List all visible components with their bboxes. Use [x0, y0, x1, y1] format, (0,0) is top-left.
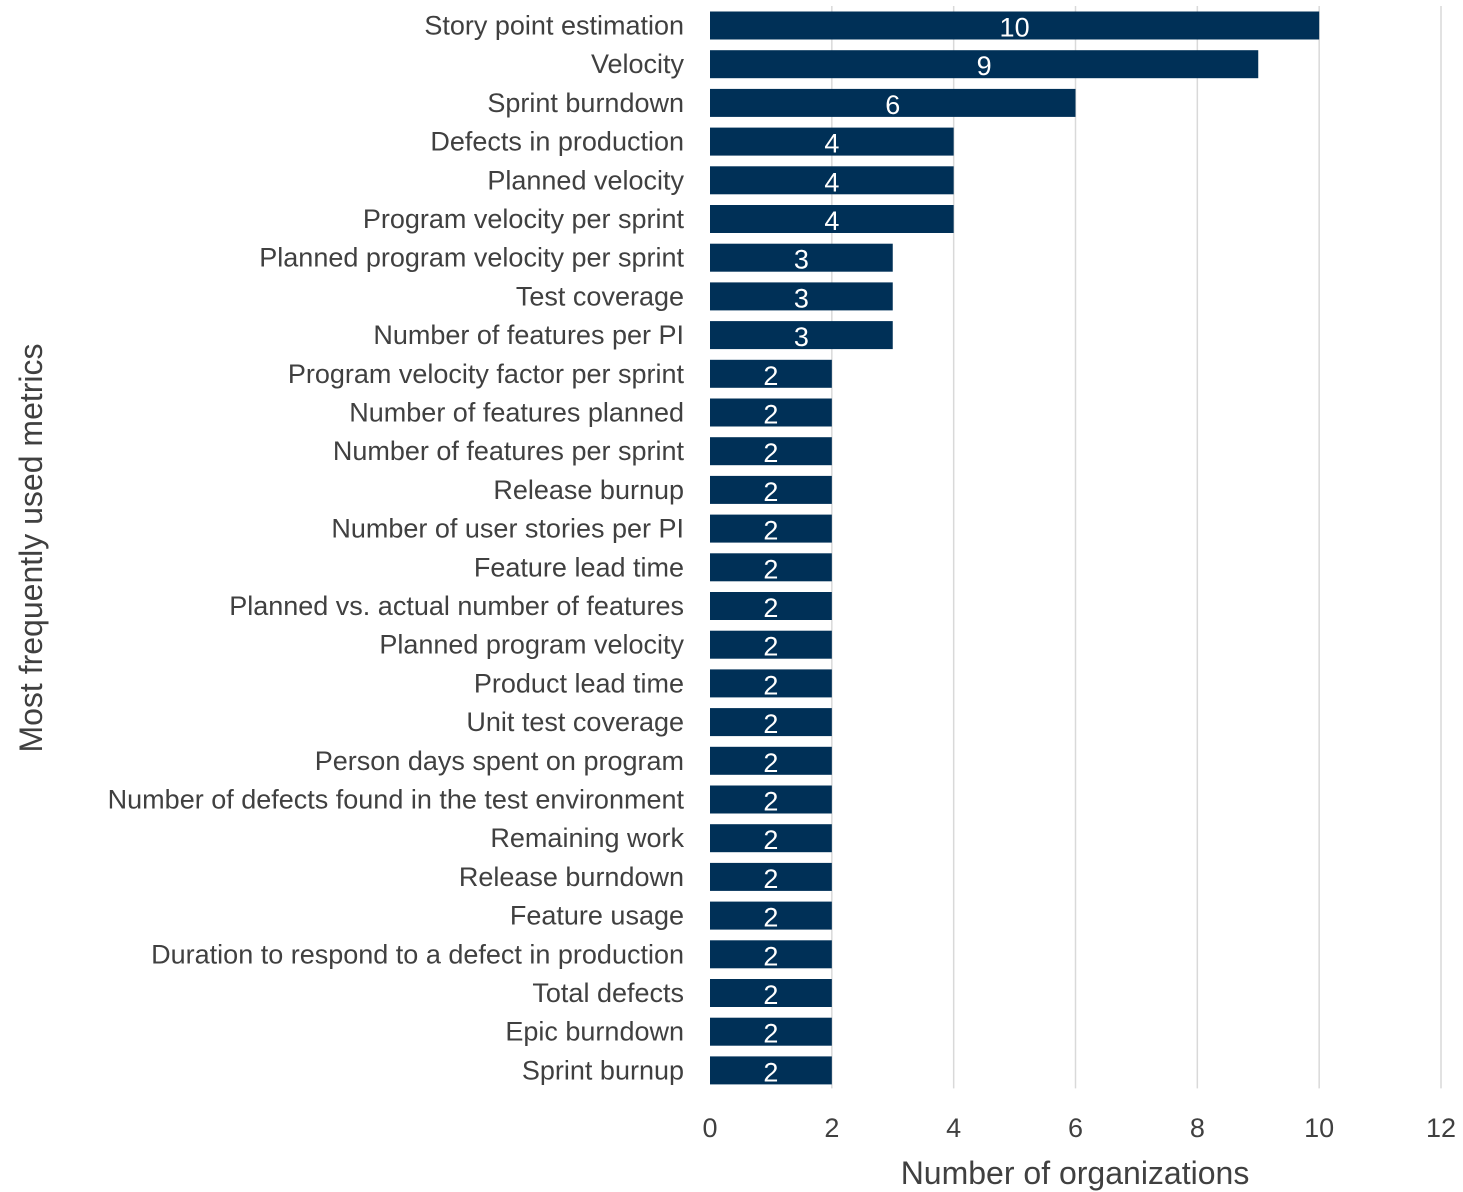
bar	[710, 592, 832, 620]
x-tick-label: 6	[1068, 1113, 1083, 1143]
category-label: Feature usage	[510, 901, 684, 931]
category-label: Planned velocity	[487, 165, 684, 195]
bar	[710, 785, 832, 814]
category-label: Program velocity factor per sprint	[288, 359, 685, 389]
bar-value-label: 2	[763, 1057, 778, 1087]
x-tick-label: 2	[824, 1113, 839, 1143]
bar	[710, 901, 832, 930]
bar	[710, 553, 832, 582]
bar-value-label: 2	[763, 748, 778, 778]
bar	[710, 746, 832, 775]
category-label: Duration to respond to a defect in produ…	[151, 939, 684, 969]
category-label: Sprint burndown	[487, 88, 684, 118]
bar	[710, 243, 893, 272]
bar	[710, 88, 1076, 117]
category-label: Feature lead time	[474, 552, 684, 582]
bar-value-label: 2	[763, 554, 778, 584]
bar-value-label: 2	[763, 864, 778, 894]
bar-value-label: 2	[763, 477, 778, 507]
bar	[710, 1017, 832, 1046]
x-tick-label: 12	[1426, 1113, 1456, 1143]
category-label: Sprint burnup	[522, 1055, 684, 1085]
bar	[710, 321, 893, 350]
category-label: Defects in production	[430, 127, 684, 157]
bar-value-label: 6	[885, 90, 900, 120]
bar-value-label: 4	[824, 206, 839, 236]
category-label: Release burndown	[459, 862, 684, 892]
bar	[710, 824, 832, 853]
x-axis-title: Number of organizations	[901, 1155, 1250, 1191]
category-label: Number of features per sprint	[333, 436, 685, 466]
bar-value-label: 4	[824, 167, 839, 197]
bar-value-label: 4	[824, 129, 839, 159]
bar	[710, 979, 832, 1007]
bar	[710, 1056, 832, 1085]
bar-value-label: 2	[763, 400, 778, 430]
category-label: Number of defects found in the test envi…	[108, 785, 685, 815]
category-label: Planned program velocity per sprint	[259, 243, 684, 273]
category-label: Program velocity per sprint	[363, 204, 685, 234]
bar	[710, 630, 832, 659]
bar-value-label: 10	[1000, 13, 1030, 43]
bar-value-label: 2	[763, 593, 778, 623]
bar	[710, 514, 832, 543]
x-tick-label: 8	[1190, 1113, 1205, 1143]
category-label: Product lead time	[474, 668, 684, 698]
category-label: Planned program velocity	[379, 630, 684, 660]
bar-value-label: 2	[763, 632, 778, 662]
bar	[710, 437, 832, 466]
category-label: Remaining work	[490, 823, 684, 853]
bar-value-label: 3	[794, 245, 809, 275]
category-label: Number of features per PI	[373, 320, 684, 350]
bar	[710, 11, 1320, 40]
bar-value-label: 2	[763, 825, 778, 855]
bar-value-label: 2	[763, 903, 778, 933]
bar-value-label: 2	[763, 361, 778, 391]
bar-value-label: 2	[763, 980, 778, 1010]
category-labels: Story point estimation Velocity Sprint bur…	[108, 11, 685, 1086]
bar	[710, 50, 1259, 79]
bar	[710, 166, 954, 195]
bar-value-label: 2	[763, 438, 778, 468]
x-tick-labels: 0 2 4 6 8 10 12	[702, 1113, 1456, 1143]
bar-value-label: 2	[763, 709, 778, 739]
bar-value-label: 2	[763, 516, 778, 546]
y-axis-title: Most frequently used metrics	[13, 343, 49, 752]
bar	[710, 127, 954, 156]
bar	[710, 940, 832, 969]
category-label: Release burnup	[493, 475, 684, 505]
bar	[710, 359, 832, 388]
bar-value-label: 9	[977, 51, 992, 81]
bar	[710, 862, 832, 891]
bar	[710, 205, 954, 233]
category-label: Planned vs. actual number of features	[229, 591, 684, 621]
x-tick-label: 4	[946, 1113, 961, 1143]
category-label: Total defects	[532, 978, 684, 1008]
category-label: Person days spent on program	[315, 746, 684, 776]
bar-value-label: 2	[763, 787, 778, 817]
x-tick-label: 10	[1304, 1113, 1334, 1143]
category-label: Velocity	[591, 49, 685, 79]
bar-value-label: 2	[763, 1019, 778, 1049]
category-label: Unit test coverage	[466, 707, 684, 737]
bar	[710, 708, 832, 737]
bar	[710, 669, 832, 698]
category-label: Epic burndown	[505, 1017, 684, 1047]
bar	[710, 398, 832, 427]
category-label: Number of features planned	[349, 398, 684, 428]
x-tick-label: 0	[702, 1113, 717, 1143]
bar	[710, 282, 893, 311]
bar-value-label: 2	[763, 670, 778, 700]
category-label: Number of user stories per PI	[331, 514, 684, 544]
category-label: Test coverage	[516, 281, 684, 311]
bar-value-label: 3	[794, 322, 809, 352]
bar-value-label: 3	[794, 283, 809, 313]
category-label: Story point estimation	[424, 11, 684, 41]
bar	[710, 475, 832, 504]
bar-value-label: 2	[763, 941, 778, 971]
